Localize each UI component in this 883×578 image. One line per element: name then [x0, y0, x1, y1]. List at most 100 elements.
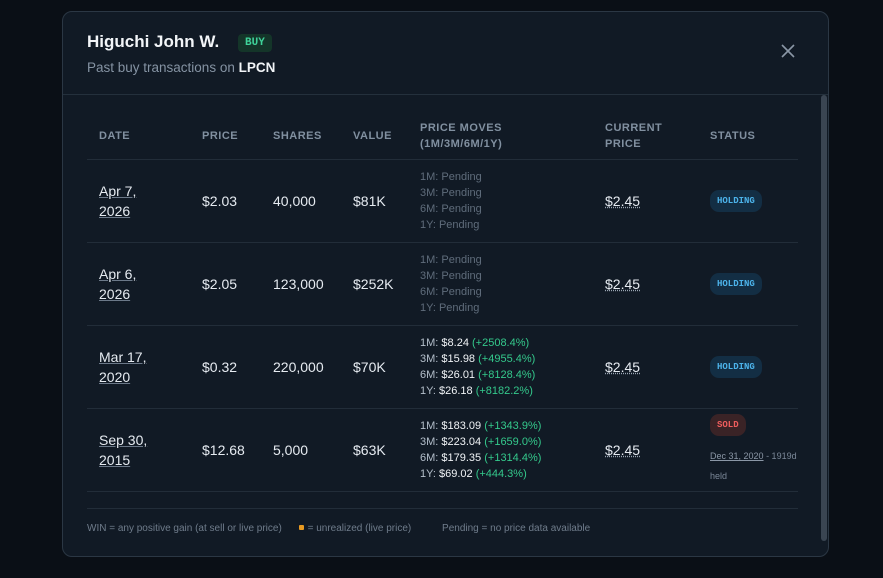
date-link[interactable]: Sep 30, 2015 [99, 432, 148, 468]
price-moves: 1M: $183.09 (+1343.9%) 3M: $223.04 (+1659… [408, 418, 593, 482]
move-period: 3M: [420, 353, 439, 365]
header-text: PRICE MOVES [420, 121, 502, 134]
header-text: SHARES [273, 129, 322, 142]
move-line: 3M: $15.98 (+4955.4%) [420, 351, 593, 367]
date-link[interactable]: Apr 7, 2026 [99, 183, 137, 219]
move-price: $183.09 [441, 420, 482, 432]
move-period: 1M: [420, 171, 439, 183]
move-price: $26.01 [441, 369, 476, 381]
current-price[interactable]: $2.45 [605, 193, 641, 209]
transactions-table: DATE PRICE SHARES VALUE PRICE MOVES (1M/3M/6M… [87, 112, 798, 492]
move-line: 6M: $179.35 (+1314.4%) [420, 450, 593, 466]
status-badge: HOLDING [710, 356, 762, 378]
move-period: 6M: [420, 203, 439, 215]
current-cell: $2.45 [593, 193, 698, 209]
current-cell: $2.45 [593, 442, 698, 458]
move-period: 3M: [420, 270, 439, 282]
move-period: 1Y: [420, 468, 436, 480]
header-cell: VALUE [341, 128, 408, 144]
move-price: $26.18 [438, 385, 473, 397]
price-cell: $12.68 [202, 442, 245, 458]
subtitle: Past buy transactions on LPCN [87, 60, 275, 75]
move-period: 6M: [420, 286, 439, 298]
legend: WIN = any positive gain (at sell or live… [87, 508, 798, 534]
price-cell: $2.03 [202, 193, 238, 209]
move-period: 1Y: [420, 302, 436, 314]
held-duration: - 1919d held [710, 451, 797, 481]
move-price: $8.24 [441, 337, 469, 349]
move-price: $69.02 [438, 468, 473, 480]
title: Higuchi John W. [87, 32, 220, 51]
move-period: 3M: [420, 187, 439, 199]
move-period: 1M: [420, 420, 439, 432]
move-line: 6M: Pending [420, 201, 593, 217]
status-cell: HOLDING [698, 356, 798, 378]
current-price[interactable]: $2.45 [605, 276, 641, 292]
date-link[interactable]: Mar 17, 2020 [99, 349, 147, 385]
move-line: 1Y: Pending [420, 217, 593, 233]
move-price: Pending [441, 286, 482, 298]
transaction-row: Apr 7, 2026 $2.03 40,000 $81K 1M: Pending 3M:… [87, 160, 798, 243]
move-price: Pending [438, 302, 480, 314]
close-button[interactable] [779, 42, 797, 60]
legend-win: WIN = any positive gain (at sell or live… [87, 523, 282, 534]
header-text: PRICE [202, 129, 239, 142]
date-cell: Mar 17, 2020 [87, 347, 190, 387]
transaction-row: Apr 6, 2026 $2.05 123,000 $252K 1M: Pending 3… [87, 243, 798, 326]
modal: Higuchi John W. BUY Past buy transaction… [62, 11, 829, 557]
move-line: 6M: Pending [420, 284, 593, 300]
header-text: DATE [99, 129, 131, 142]
price-moves: 1M: Pending 3M: Pending 6M: Pending 1Y: Pen… [408, 252, 593, 316]
move-change: (+4955.4%) [478, 353, 536, 365]
ticker: LPCN [238, 60, 276, 75]
header-cell: DATE [87, 128, 190, 144]
move-change: (+1659.0%) [484, 436, 542, 448]
move-price: Pending [441, 270, 482, 282]
value-cell: $252K [353, 276, 394, 292]
header-cell: STATUS [698, 128, 798, 144]
shares-cell: 220,000 [273, 359, 324, 375]
move-line: 3M: Pending [420, 268, 593, 284]
current-cell: $2.45 [593, 276, 698, 292]
header-text: STATUS [710, 129, 756, 142]
status-cell: SOLD Dec 31, 2020 - 1919d held [698, 414, 798, 486]
move-price: Pending [441, 171, 482, 183]
scrollbar[interactable] [821, 95, 827, 541]
current-cell: $2.45 [593, 359, 698, 375]
move-line: 6M: $26.01 (+8128.4%) [420, 367, 593, 383]
move-line: 1Y: $26.18 (+8182.2%) [420, 383, 593, 399]
header-row: DATE PRICE SHARES VALUE PRICE MOVES (1M/3M/6M… [87, 112, 798, 160]
status-badge: SOLD [710, 414, 746, 436]
legend-pending: Pending = no price data available [442, 523, 591, 534]
header-text: PRICE [605, 137, 642, 150]
date-cell: Apr 7, 2026 [87, 181, 190, 221]
status-cell: HOLDING [698, 190, 798, 212]
status-badge: HOLDING [710, 273, 762, 295]
current-price[interactable]: $2.45 [605, 442, 641, 458]
move-price: $179.35 [441, 452, 482, 464]
move-price: Pending [441, 187, 482, 199]
move-line: 3M: $223.04 (+1659.0%) [420, 434, 593, 450]
price-cell: $0.32 [202, 359, 238, 375]
date-cell: Apr 6, 2026 [87, 264, 190, 304]
header-cell: PRICE MOVES (1M/3M/6M/1Y) [408, 120, 593, 152]
current-price[interactable]: $2.45 [605, 359, 641, 375]
shares-cell: 40,000 [273, 193, 316, 209]
move-period: 1Y: [420, 385, 436, 397]
sold-date: Dec 31, 2020 [710, 451, 764, 461]
legend-unrealized-text: = unrealized (live price) [307, 523, 412, 534]
header-cell: PRICE [190, 128, 261, 144]
header-text: CURRENT [605, 121, 663, 134]
move-change: (+444.3%) [475, 468, 527, 480]
move-change: (+8182.2%) [475, 385, 533, 397]
move-line: 1Y: Pending [420, 300, 593, 316]
move-change: (+1343.9%) [484, 420, 542, 432]
move-line: 1M: $183.09 (+1343.9%) [420, 418, 593, 434]
buy-badge: BUY [238, 34, 272, 52]
value-cell: $70K [353, 359, 386, 375]
date-link[interactable]: Apr 6, 2026 [99, 266, 137, 302]
value-cell: $63K [353, 442, 386, 458]
move-line: 3M: Pending [420, 185, 593, 201]
price-cell: $2.05 [202, 276, 238, 292]
